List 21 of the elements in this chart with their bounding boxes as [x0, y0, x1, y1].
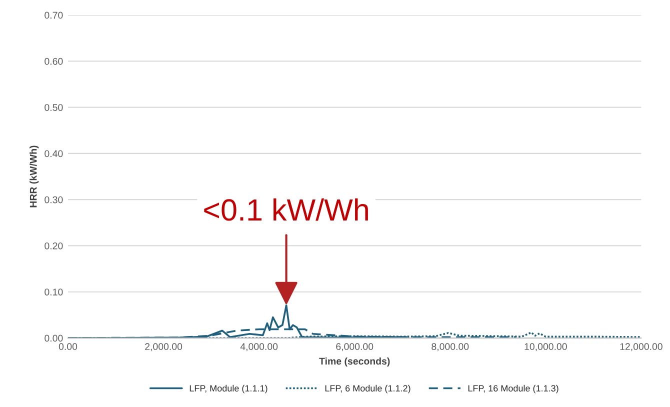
- legend-label: LFP, 16 Module (1.1.3): [468, 384, 558, 394]
- y-tick-label: 0.20: [44, 242, 63, 250]
- y-tick-label: 0.60: [44, 58, 63, 65]
- legend-label: LFP, 6 Module (1.1.2): [325, 384, 410, 394]
- x-tick-label: 10,000.00: [524, 343, 567, 352]
- legend-label: LFP, Module (1.1.1): [190, 384, 268, 394]
- y-axis-title: HRR (kW/Wh): [30, 146, 39, 208]
- y-tick-label: 0.10: [44, 288, 63, 296]
- y-tick-label: 0.40: [44, 150, 63, 158]
- y-tick-label: 0.30: [44, 196, 63, 204]
- x-tick-label: 4,000.00: [240, 343, 278, 352]
- x-tick-label: 12,000.00: [620, 343, 662, 352]
- y-tick-label: 0.50: [44, 104, 63, 111]
- x-tick-label: 6,000.00: [336, 343, 374, 352]
- x-tick-label: 2,000.00: [145, 343, 182, 352]
- x-axis-title: Time (seconds): [319, 357, 390, 367]
- x-tick-label: 8,000.00: [432, 343, 469, 352]
- x-tick-label: 0.00: [58, 343, 78, 350]
- annotation: <0.1 kW/Wh: [204, 198, 368, 221]
- y-tick-label: 0.00: [44, 334, 63, 342]
- y-tick-label: 0.70: [44, 12, 63, 19]
